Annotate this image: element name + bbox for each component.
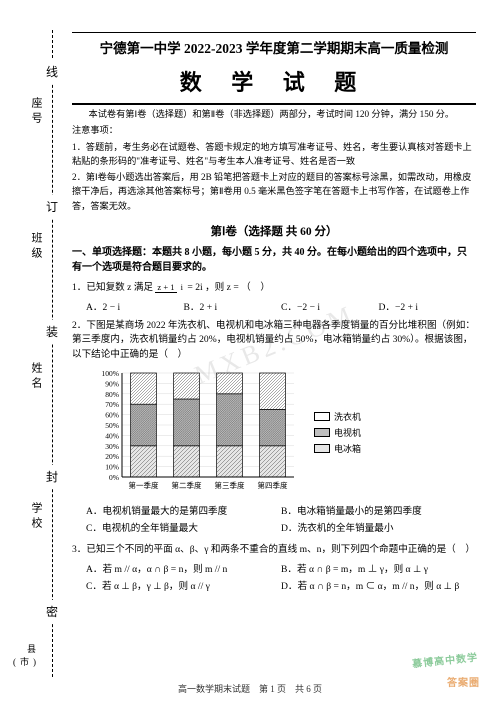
legend-row: 电冰箱 [314, 442, 361, 455]
svg-text:第二季度: 第二季度 [172, 480, 202, 490]
question-1-stem: 1．已知复数 z 满足 z + 1 i = 2i ，则 z = （ ） [72, 281, 476, 296]
legend-swatch [314, 428, 330, 437]
q3-opt-a: A．若 m // α，α ∩ β = n，则 m // n [86, 561, 281, 575]
section-instructions: 一、单项选择题：本题共 8 小题，每小题 5 分，共 40 分。在每小题给出的四… [72, 245, 476, 275]
question-2-stem: 2．下图是某商场 2022 年洗衣机、电视机和电冰箱三种电器各季度销量的百分比堆… [72, 319, 476, 364]
question-3-options: A．若 m // α，α ∩ β = n，则 m // n B．若 α ∩ β … [72, 561, 476, 595]
svg-text:50%: 50% [105, 421, 119, 430]
legend-row: 洗衣机 [314, 410, 361, 423]
exam-header: 宁德第一中学 2022-2023 学年度第二学期期末高一质量检测 [72, 37, 476, 57]
page-content: 宁德第一中学 2022-2023 学年度第二学期期末高一质量检测 数 学 试 题… [0, 0, 500, 707]
header-rule-top [72, 32, 476, 33]
svg-text:60%: 60% [105, 411, 119, 420]
q1-opt-b: B．2 + i [184, 299, 282, 313]
intro-item-2: 2．第Ⅰ卷每小题选出答案后，用 2B 铅笔把答题卡上对应的题目的答案标号涂黑，如… [72, 170, 476, 213]
question-3-stem: 3．已知三个不同的平面 α、β、γ 和两条不重合的直线 m、n，则下列四个命题中… [72, 543, 476, 558]
svg-text:第四季度: 第四季度 [258, 480, 288, 490]
q2-opt-a: A．电视机销量最大的是第四季度 [86, 503, 281, 517]
q1-frac-num: z + 1 [155, 282, 176, 293]
svg-text:90%: 90% [105, 380, 119, 389]
page-footer: 高一数学期末试题 第 1 页 共 6 页 [0, 682, 500, 695]
q1-stem-post: = 2i ，则 z = （ ） [187, 282, 270, 293]
legend-label: 电冰箱 [334, 442, 361, 455]
legend-label: 洗衣机 [334, 410, 361, 423]
svg-text:100%: 100% [102, 369, 120, 378]
q3-opt-c: C．若 α ⊥ β，γ ⊥ β，则 α // γ [86, 578, 281, 592]
chart-container: 0%10% 20%30%40% 50%60% 70%80%90% 100% 第一季度 第二季… [90, 367, 476, 497]
chart-legend: 洗衣机 电视机 电冰箱 [314, 407, 361, 458]
legend-swatch [314, 444, 330, 453]
q2-opt-d: D．洗衣机的全年销量最小 [281, 520, 476, 534]
svg-text:40%: 40% [105, 432, 119, 441]
q1-opt-c: C．−2 − i [281, 299, 379, 313]
section-title: 第Ⅰ卷（选择题 共 60 分） [72, 223, 476, 239]
intro-paragraph: 本试卷有第Ⅰ卷（选择题）和第Ⅱ卷（非选择题）两部分，考试时间 120 分钟，满分… [72, 107, 476, 121]
stacked-bar-chart: 0%10% 20%30%40% 50%60% 70%80%90% 100% 第一季度 第二季… [90, 367, 300, 497]
legend-row: 电视机 [314, 426, 361, 439]
q2-opt-c: C．电视机的全年销量最大 [86, 520, 281, 534]
header-rule-bottom [72, 103, 476, 105]
q1-opt-d: D．−2 + i [379, 299, 477, 313]
intro-item-1: 1．答题前，考生务必在试题卷、答题卡规定的地方填写准考证号、姓名，考生要认真核对… [72, 140, 476, 169]
question-1-options: A．2 − i B．2 + i C．−2 − i D．−2 + i [72, 299, 476, 313]
svg-text:10%: 10% [105, 463, 119, 472]
svg-text:第一季度: 第一季度 [129, 480, 159, 490]
svg-text:0%: 0% [109, 473, 119, 482]
question-2-options: A．电视机销量最大的是第四季度 B．电冰箱销量最小的是第四季度 C．电视机的全年… [72, 503, 476, 537]
q3-opt-b: B．若 α ∩ β = m，m ⊥ γ，则 α ⊥ γ [281, 561, 476, 575]
exam-title: 数 学 试 题 [72, 65, 476, 97]
q1-opt-a: A．2 − i [86, 299, 184, 313]
q3-opt-d: D．若 α ∩ β = n，m ⊂ α，m // n，则 α ⊥ β [281, 578, 476, 592]
svg-text:20%: 20% [105, 452, 119, 461]
legend-label: 电视机 [334, 426, 361, 439]
svg-text:80%: 80% [105, 390, 119, 399]
intro-note: 注意事项： [72, 123, 476, 137]
q1-stem-pre: 1．已知复数 z 满足 [72, 282, 155, 293]
svg-text:30%: 30% [105, 442, 119, 451]
svg-text:第三季度: 第三季度 [215, 480, 245, 490]
q1-frac-den: i [179, 282, 185, 292]
q2-opt-b: B．电冰箱销量最小的是第四季度 [281, 503, 476, 517]
legend-swatch [314, 412, 330, 421]
q1-fraction: z + 1 i [155, 283, 185, 292]
svg-text:70%: 70% [105, 400, 119, 409]
